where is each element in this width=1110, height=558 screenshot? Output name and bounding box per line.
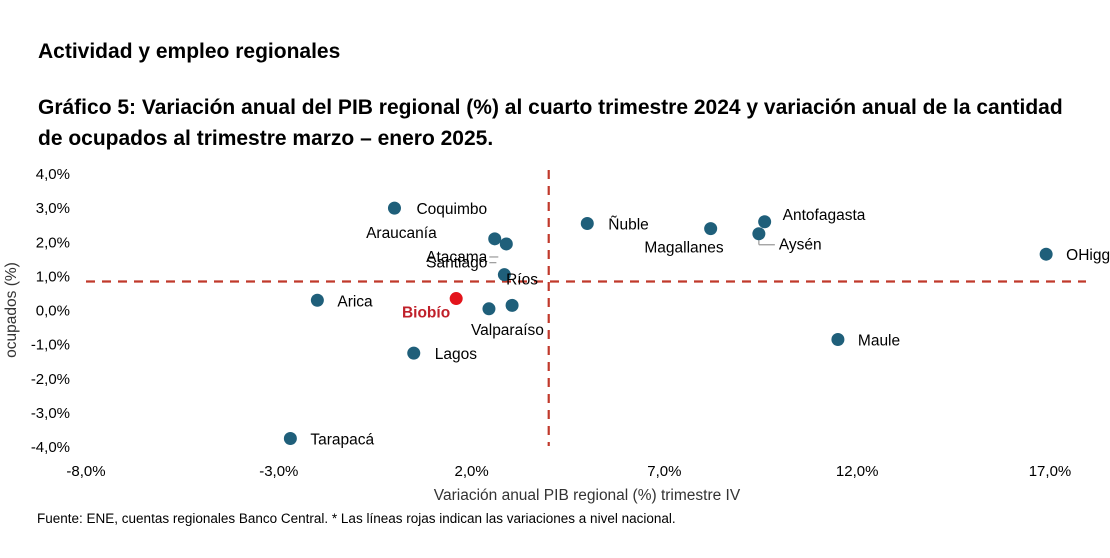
point-label: Arica (337, 293, 373, 310)
x-tick-label: 12,0% (836, 463, 879, 480)
y-tick-label: -4,0% (31, 439, 70, 456)
y-tick-label: 4,0% (36, 166, 70, 183)
point-label: Ríos (506, 271, 538, 288)
y-tick-label: 1,0% (36, 268, 70, 285)
data-point (704, 222, 718, 236)
chart-title: Gráfico 5: Variación anual del PIB regio… (38, 96, 1063, 150)
x-tick-label: 2,0% (454, 463, 488, 480)
x-tick-label: 7,0% (647, 463, 681, 480)
reference-lines (86, 170, 1086, 446)
data-point (387, 201, 401, 215)
data-point (407, 346, 421, 360)
y-tick-label: 0,0% (36, 303, 70, 320)
x-axis-label: Variación anual PIB regional (%) trimest… (434, 487, 741, 504)
point-label: Santiago (426, 255, 487, 272)
point-label: Valparaíso (471, 322, 544, 339)
section-title: Actividad y empleo regionales (38, 40, 341, 63)
point-label: Biobío (402, 305, 450, 322)
data-point (1039, 247, 1053, 261)
data-points (283, 201, 1053, 445)
y-axis-label: ocupados (%) (3, 262, 20, 358)
data-point (758, 215, 772, 229)
data-point (580, 216, 594, 230)
point-label: Antofagasta (783, 207, 866, 224)
x-tick-label: 17,0% (1029, 463, 1072, 480)
data-point (831, 333, 845, 347)
y-tick-label: -3,0% (31, 405, 70, 422)
data-point (499, 237, 513, 251)
point-label: Magallanes (644, 240, 724, 257)
x-tick-label: -3,0% (259, 463, 298, 480)
y-axis-ticks: 4,0% 3,0% 2,0% 1,0% 0,0% -1,0% -2,0% -3,0% -4,0% (31, 166, 70, 456)
point-label: Aysén (779, 237, 822, 254)
data-point (505, 298, 519, 312)
point-label: Coquimbo (416, 201, 487, 218)
point-label: Ñuble (608, 216, 649, 233)
data-point (752, 227, 766, 241)
footnote: Fuente: ENE, cuentas regionales Banco Ce… (37, 511, 676, 526)
data-point (310, 293, 324, 307)
point-label: OHiggins (1066, 247, 1110, 264)
point-label: Tarapacá (310, 431, 374, 448)
data-point (482, 302, 496, 316)
point-label: Lagos (435, 346, 477, 363)
y-tick-label: 3,0% (36, 200, 70, 217)
label-leaders (489, 239, 775, 264)
point-label: Maule (858, 333, 900, 350)
data-point (283, 431, 297, 445)
y-tick-label: 2,0% (36, 234, 70, 251)
data-point (449, 292, 463, 306)
y-tick-label: -2,0% (31, 371, 70, 388)
data-point (488, 232, 502, 246)
x-axis-ticks: -8,0% -3,0% 2,0% 7,0% 12,0% 17,0% (66, 463, 1071, 480)
point-label: Atacama (426, 249, 488, 266)
x-tick-label: -8,0% (66, 463, 105, 480)
data-point (497, 268, 511, 282)
y-tick-label: -1,0% (31, 337, 70, 354)
point-label: Araucanía (366, 225, 437, 242)
